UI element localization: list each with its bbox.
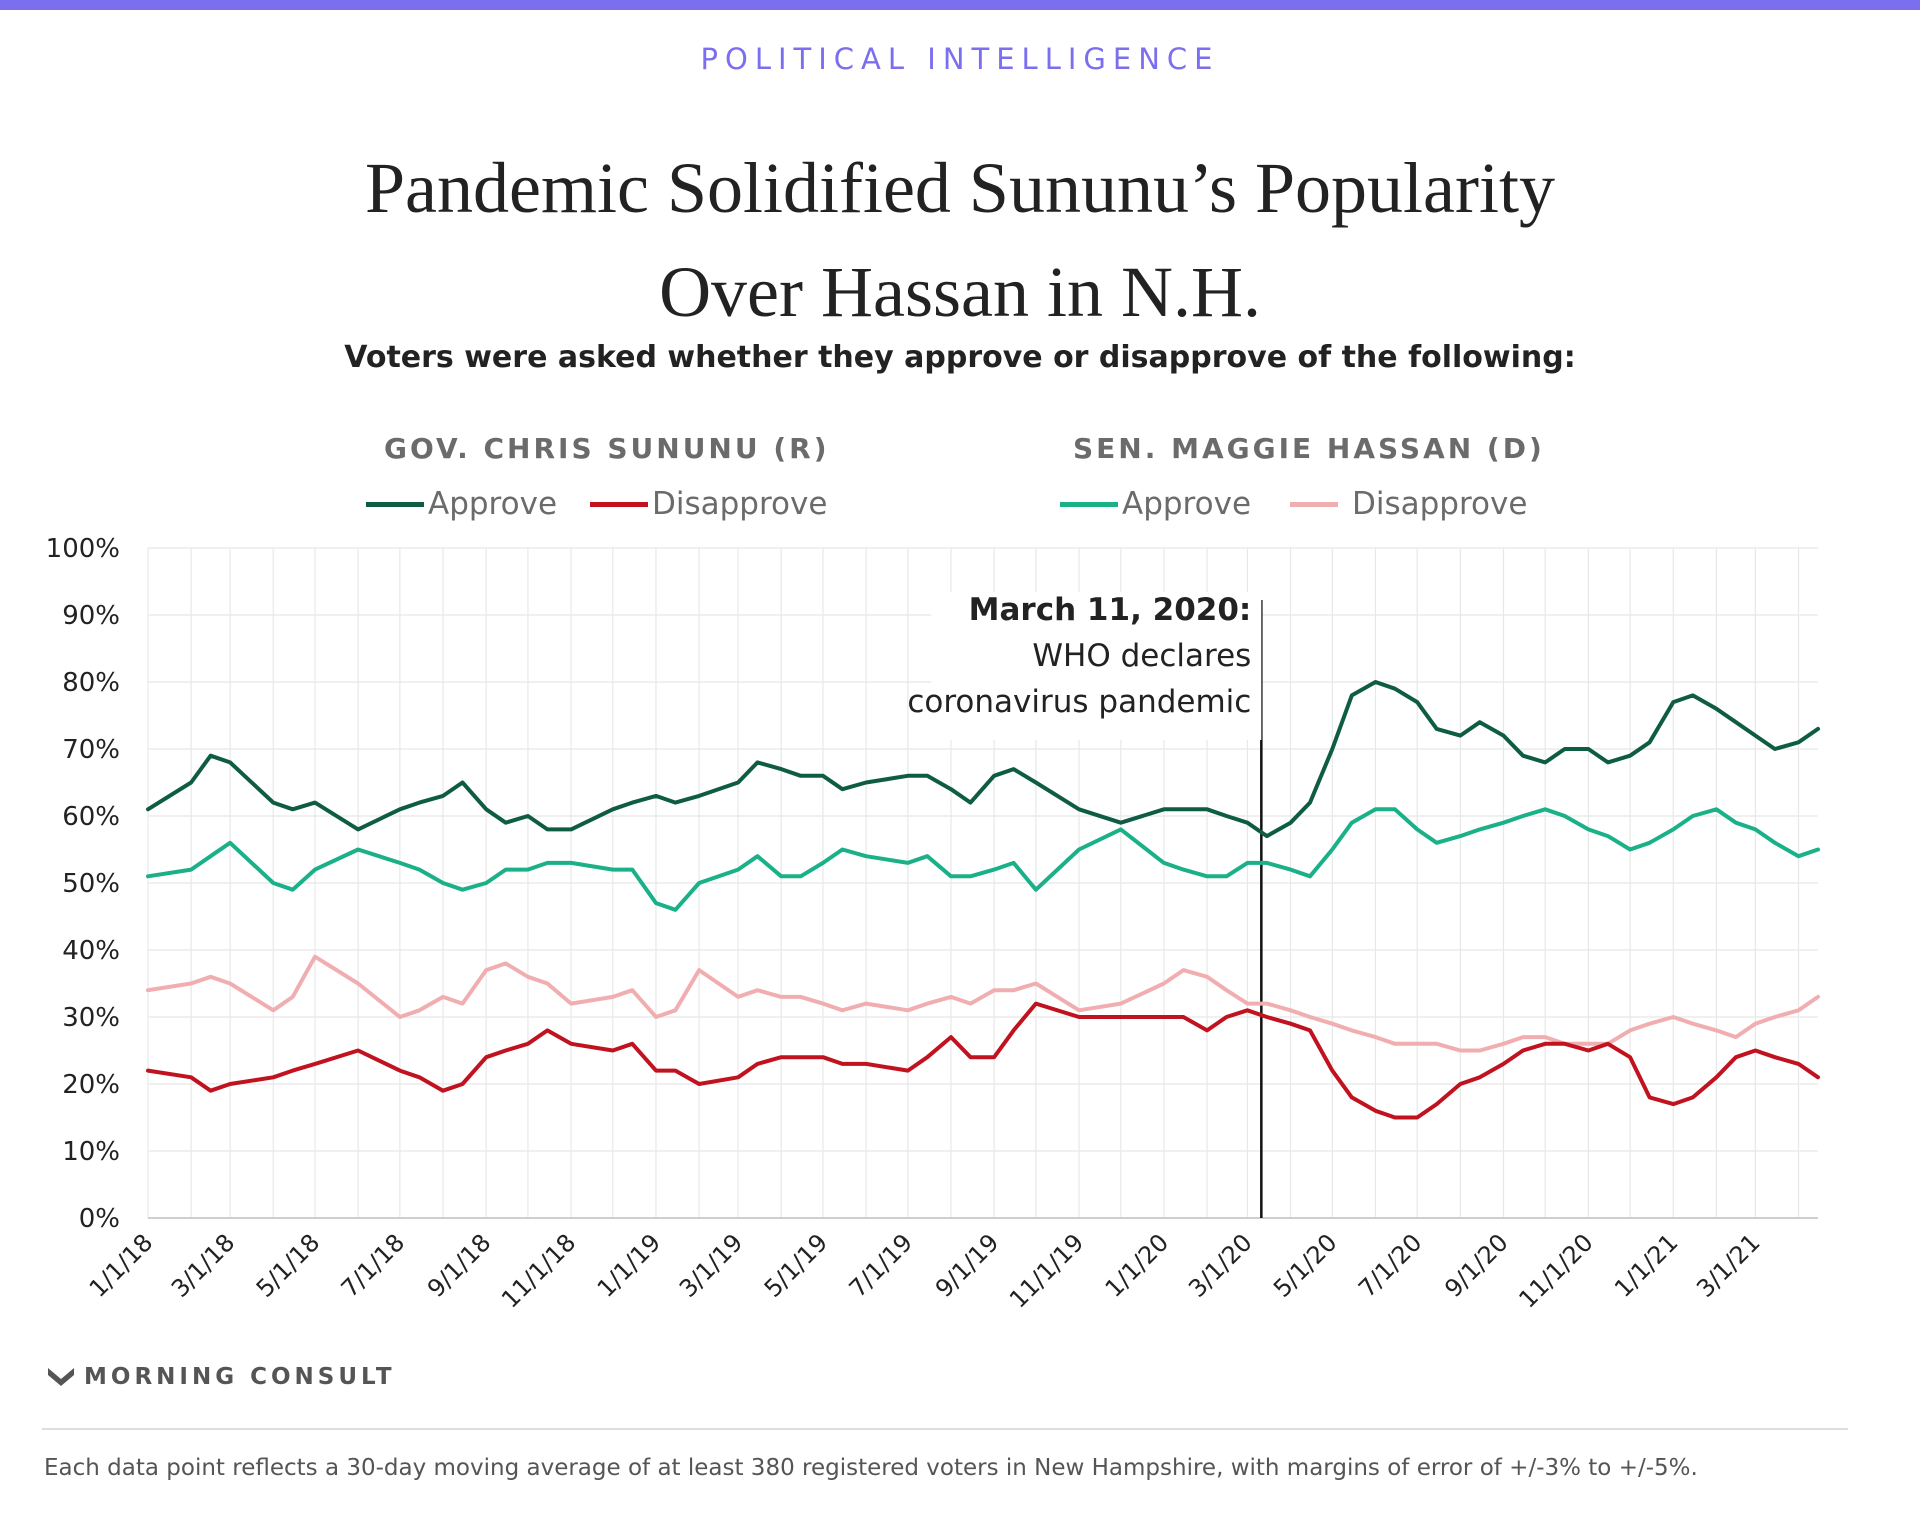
x-tick-label: 1/1/21 bbox=[1609, 1228, 1683, 1302]
legend-label-sununu-disapprove: Disapprove bbox=[652, 486, 828, 522]
y-tick-label: 50% bbox=[62, 869, 120, 899]
legend-swatch-hassan-approve bbox=[1060, 501, 1118, 507]
morning-consult-mark-icon bbox=[48, 1368, 74, 1386]
kicker: POLITICAL INTELLIGENCE bbox=[700, 42, 1220, 76]
x-tick-label: 5/1/19 bbox=[759, 1228, 833, 1302]
y-tick-label: 100% bbox=[46, 534, 120, 564]
x-tick-label: 9/1/20 bbox=[1439, 1228, 1513, 1302]
chart-title-line-2: Over Hassan in N.H. bbox=[659, 252, 1261, 332]
y-tick-label: 60% bbox=[62, 802, 120, 832]
x-tick-label: 11/1/18 bbox=[496, 1228, 581, 1313]
x-tick-label: 3/1/18 bbox=[166, 1228, 240, 1302]
y-tick-label: 40% bbox=[62, 936, 120, 966]
x-tick-label: 1/1/18 bbox=[84, 1228, 158, 1302]
y-tick-label: 0% bbox=[79, 1204, 120, 1234]
footer-divider bbox=[42, 1428, 1848, 1430]
x-tick-label: 3/1/19 bbox=[674, 1228, 748, 1302]
x-tick-label: 9/1/19 bbox=[930, 1228, 1004, 1302]
legend-item-sununu-disapprove: Disapprove bbox=[590, 484, 827, 524]
x-axis-ticks: 1/1/18 3/1/18 5/1/18 7/1/18 9/1/18 11/1/18 1/1… bbox=[84, 1228, 1766, 1313]
y-tick-label: 90% bbox=[62, 601, 120, 631]
series-line-hassan-disapprove bbox=[146, 954, 1820, 1053]
footnote: Each data point reflects a 30-day moving… bbox=[44, 1455, 1698, 1481]
legend-item-hassan-approve: Approve bbox=[1060, 484, 1251, 524]
annotation-text-line-2: coronavirus pandemic bbox=[907, 684, 1251, 720]
chart-subtitle: Voters were asked whether they approve o… bbox=[344, 340, 1576, 375]
x-tick-label: 11/1/19 bbox=[1004, 1228, 1089, 1313]
x-tick-label: 5/1/20 bbox=[1268, 1228, 1342, 1302]
legend-label-hassan-disapprove: Disapprove bbox=[1352, 486, 1528, 522]
morning-consult-logo: MORNING CONSULT bbox=[46, 1364, 396, 1390]
series-line-sununu-approve bbox=[146, 680, 1820, 839]
x-tick-label: 3/1/21 bbox=[1691, 1228, 1765, 1302]
annotation-text-line-1: WHO declares bbox=[1032, 638, 1251, 674]
chart-title-line-1: Pandemic Solidified Sununu’s Popularity bbox=[365, 148, 1555, 228]
legend-swatch-hassan-disapprove bbox=[1290, 501, 1338, 507]
y-tick-label: 20% bbox=[62, 1070, 120, 1100]
legend-swatch-sununu-approve bbox=[366, 501, 424, 507]
chart-title: Pandemic Solidified Sununu’s Popularity … bbox=[0, 136, 1920, 344]
legend-swatch-sununu-disapprove bbox=[590, 501, 648, 507]
logo-text: MORNING CONSULT bbox=[84, 1364, 396, 1390]
y-tick-label: 70% bbox=[62, 735, 120, 765]
pandemic-annotation: March 11, 2020: WHO declares coronavirus… bbox=[907, 592, 1263, 1218]
annotation-date: March 11, 2020: bbox=[969, 592, 1252, 628]
brand-bar bbox=[0, 0, 1920, 10]
legend-group-hassan-title: SEN. MAGGIE HASSAN (D) bbox=[1073, 432, 1545, 465]
x-tick-label: 5/1/18 bbox=[251, 1228, 325, 1302]
x-tick-label: 3/1/20 bbox=[1183, 1228, 1257, 1302]
legend-group-sununu-title: GOV. CHRIS SUNUNU (R) bbox=[384, 432, 830, 465]
x-tick-label: 11/1/20 bbox=[1513, 1228, 1598, 1313]
x-tick-label: 7/1/20 bbox=[1353, 1228, 1427, 1302]
legend-label-sununu-approve: Approve bbox=[428, 486, 558, 522]
y-tick-label: 80% bbox=[62, 668, 120, 698]
x-tick-label: 7/1/19 bbox=[844, 1228, 918, 1302]
legend-item-hassan-disapprove: Disapprove bbox=[1290, 484, 1527, 524]
series-lines bbox=[146, 680, 1820, 1120]
x-tick-label: 7/1/18 bbox=[336, 1228, 410, 1302]
annotation-background bbox=[931, 592, 1262, 740]
y-tick-label: 30% bbox=[62, 1003, 120, 1033]
legend-label-hassan-approve: Approve bbox=[1122, 486, 1252, 522]
y-axis-ticks: 0% 10% 20% 30% 40% 50% 60% 70% 80% 90% 100% bbox=[46, 534, 120, 1234]
legend-item-sununu-approve: Approve bbox=[366, 484, 557, 524]
series-line-hassan-approve bbox=[146, 807, 1820, 912]
line-chart: 0% 10% 20% 30% 40% 50% 60% 70% 80% 90% 100% 1/1/18… bbox=[46, 534, 1820, 1314]
x-tick-label: 1/1/19 bbox=[592, 1228, 666, 1302]
series-line-sununu-disapprove bbox=[146, 1001, 1820, 1120]
x-tick-label: 9/1/18 bbox=[422, 1228, 496, 1302]
x-tick-label: 1/1/20 bbox=[1100, 1228, 1174, 1302]
y-tick-label: 10% bbox=[62, 1137, 120, 1167]
